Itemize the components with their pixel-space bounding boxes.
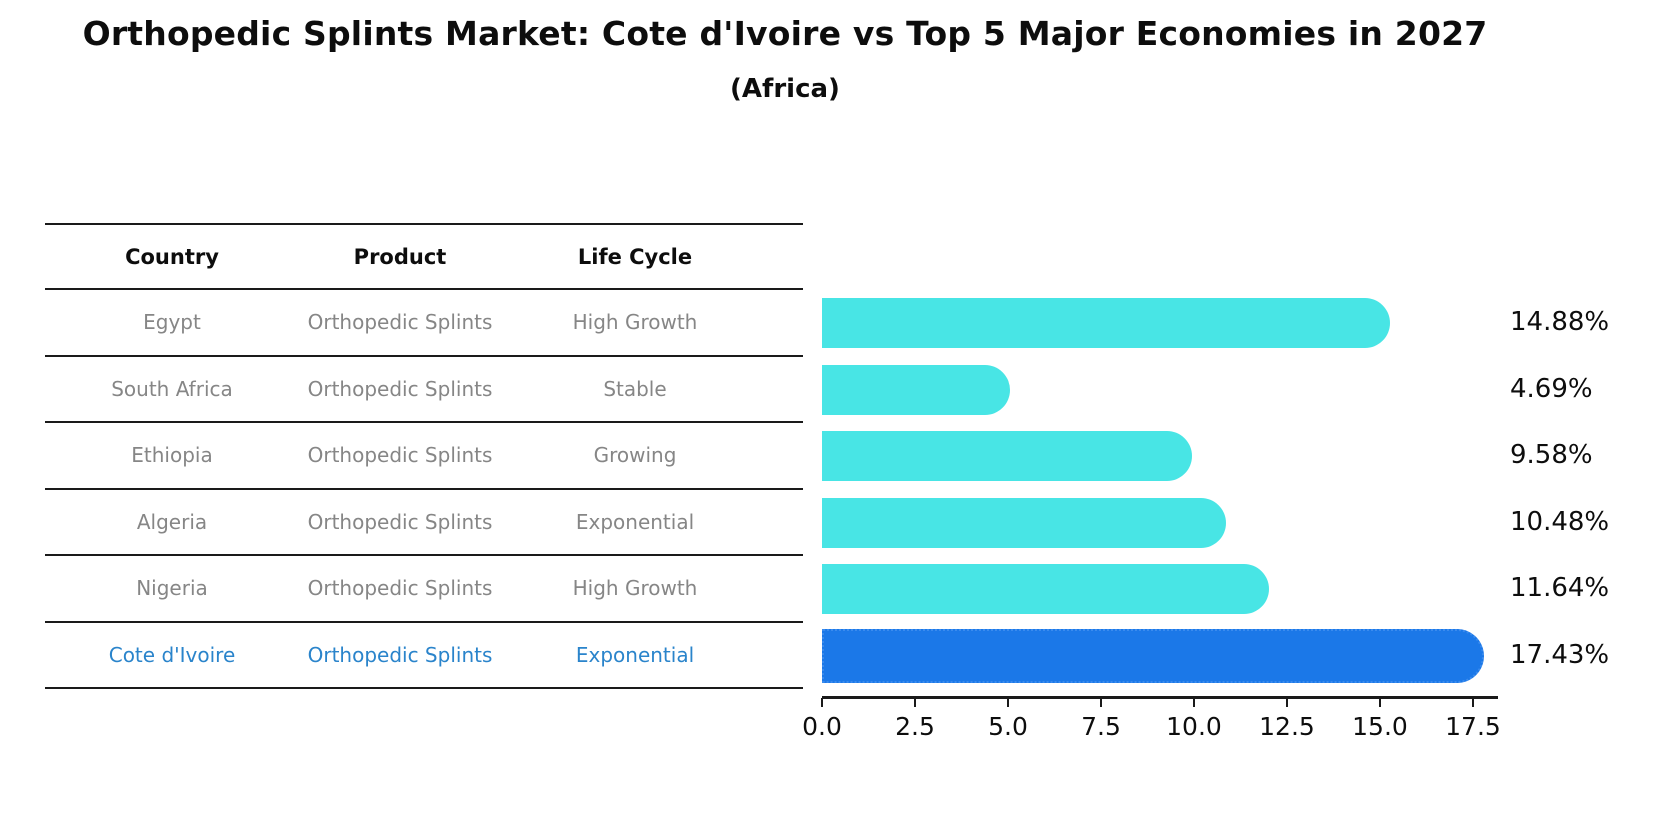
cell-country: Algeria — [136, 509, 208, 534]
x-tick-mark — [1379, 698, 1381, 707]
table-row-cote-d-ivoire: Cote d'Ivoire Orthopedic Splints Exponenti… — [45, 623, 803, 689]
x-tick-label: 0.0 — [802, 712, 842, 741]
chart-title: Orthopedic Splints Market: Cote d'Ivoire… — [82, 14, 1488, 53]
bar-egypt — [822, 298, 1390, 348]
value-label: 17.43% — [1510, 639, 1610, 670]
value-label: 4.69% — [1510, 373, 1593, 404]
data-table: Country Product Life Cycle Egypt Orthoped… — [45, 223, 803, 689]
table-row-egypt: Egypt Orthopedic Splints High Growth — [45, 290, 803, 357]
x-tick-label: 12.5 — [1259, 712, 1315, 741]
table-row-nigeria: Nigeria Orthopedic Splints High Growth — [45, 556, 803, 623]
bar-cote-d-ivoire — [822, 628, 1485, 683]
cell-life-cycle: High Growth — [572, 310, 698, 335]
x-tick-label: 10.0 — [1166, 712, 1222, 741]
table-header-lifecycle: Life Cycle — [577, 244, 693, 269]
x-tick-mark — [1007, 698, 1009, 707]
x-axis-line — [822, 696, 1498, 699]
x-tick-mark — [1472, 698, 1474, 707]
bar-south-africa — [822, 364, 1011, 415]
x-tick-label: 15.0 — [1352, 712, 1408, 741]
x-tick-mark — [1100, 698, 1102, 707]
x-tick-mark — [1286, 698, 1288, 707]
cell-product: Orthopedic Splints — [307, 376, 493, 401]
table-row-ethiopia: Ethiopia Orthopedic Splints Growing — [45, 423, 803, 490]
bar-algeria — [822, 497, 1226, 548]
table-row-south-africa: South Africa Orthopedic Splints Stable — [45, 357, 803, 423]
x-tick-mark — [914, 698, 916, 707]
cell-life-cycle: Exponential — [575, 642, 695, 667]
cell-life-cycle: Stable — [603, 376, 667, 401]
x-tick-mark — [821, 698, 823, 707]
cell-product: Orthopedic Splints — [307, 576, 493, 601]
cell-life-cycle: Growing — [593, 443, 677, 468]
cell-product: Orthopedic Splints — [307, 310, 493, 335]
cell-country: Egypt — [143, 310, 201, 335]
x-tick-mark — [1193, 698, 1195, 707]
value-label: 10.48% — [1510, 506, 1610, 537]
x-tick-label: 5.0 — [988, 712, 1028, 741]
table-header-row: Country Product Life Cycle — [45, 225, 803, 290]
x-tick-label: 7.5 — [1081, 712, 1121, 741]
value-label: 11.64% — [1510, 573, 1610, 603]
table-body: Egypt Orthopedic Splints High Growth South … — [45, 290, 803, 689]
value-label: 9.58% — [1510, 440, 1593, 470]
cell-country: South Africa — [111, 376, 233, 401]
table-header-country: Country — [125, 244, 219, 269]
table-row-algeria: Algeria Orthopedic Splints Exponential — [45, 490, 803, 556]
cell-country: Cote d'Ivoire — [108, 642, 236, 667]
table-header-product: Product — [353, 244, 447, 269]
cell-life-cycle: Exponential — [575, 509, 695, 534]
cell-country: Nigeria — [136, 576, 208, 601]
cell-product: Orthopedic Splints — [307, 509, 493, 534]
chart-subtitle: (Africa) — [730, 74, 840, 104]
x-tick-label: 17.5 — [1445, 712, 1501, 741]
bar-ethiopia — [822, 431, 1193, 481]
cell-life-cycle: High Growth — [572, 576, 698, 601]
x-tick-label: 2.5 — [895, 712, 935, 741]
cell-product: Orthopedic Splints — [307, 443, 493, 468]
cell-product: Orthopedic Splints — [307, 642, 493, 667]
value-label: 14.88% — [1510, 307, 1610, 337]
bar-nigeria — [822, 564, 1269, 614]
cell-country: Ethiopia — [131, 443, 213, 468]
